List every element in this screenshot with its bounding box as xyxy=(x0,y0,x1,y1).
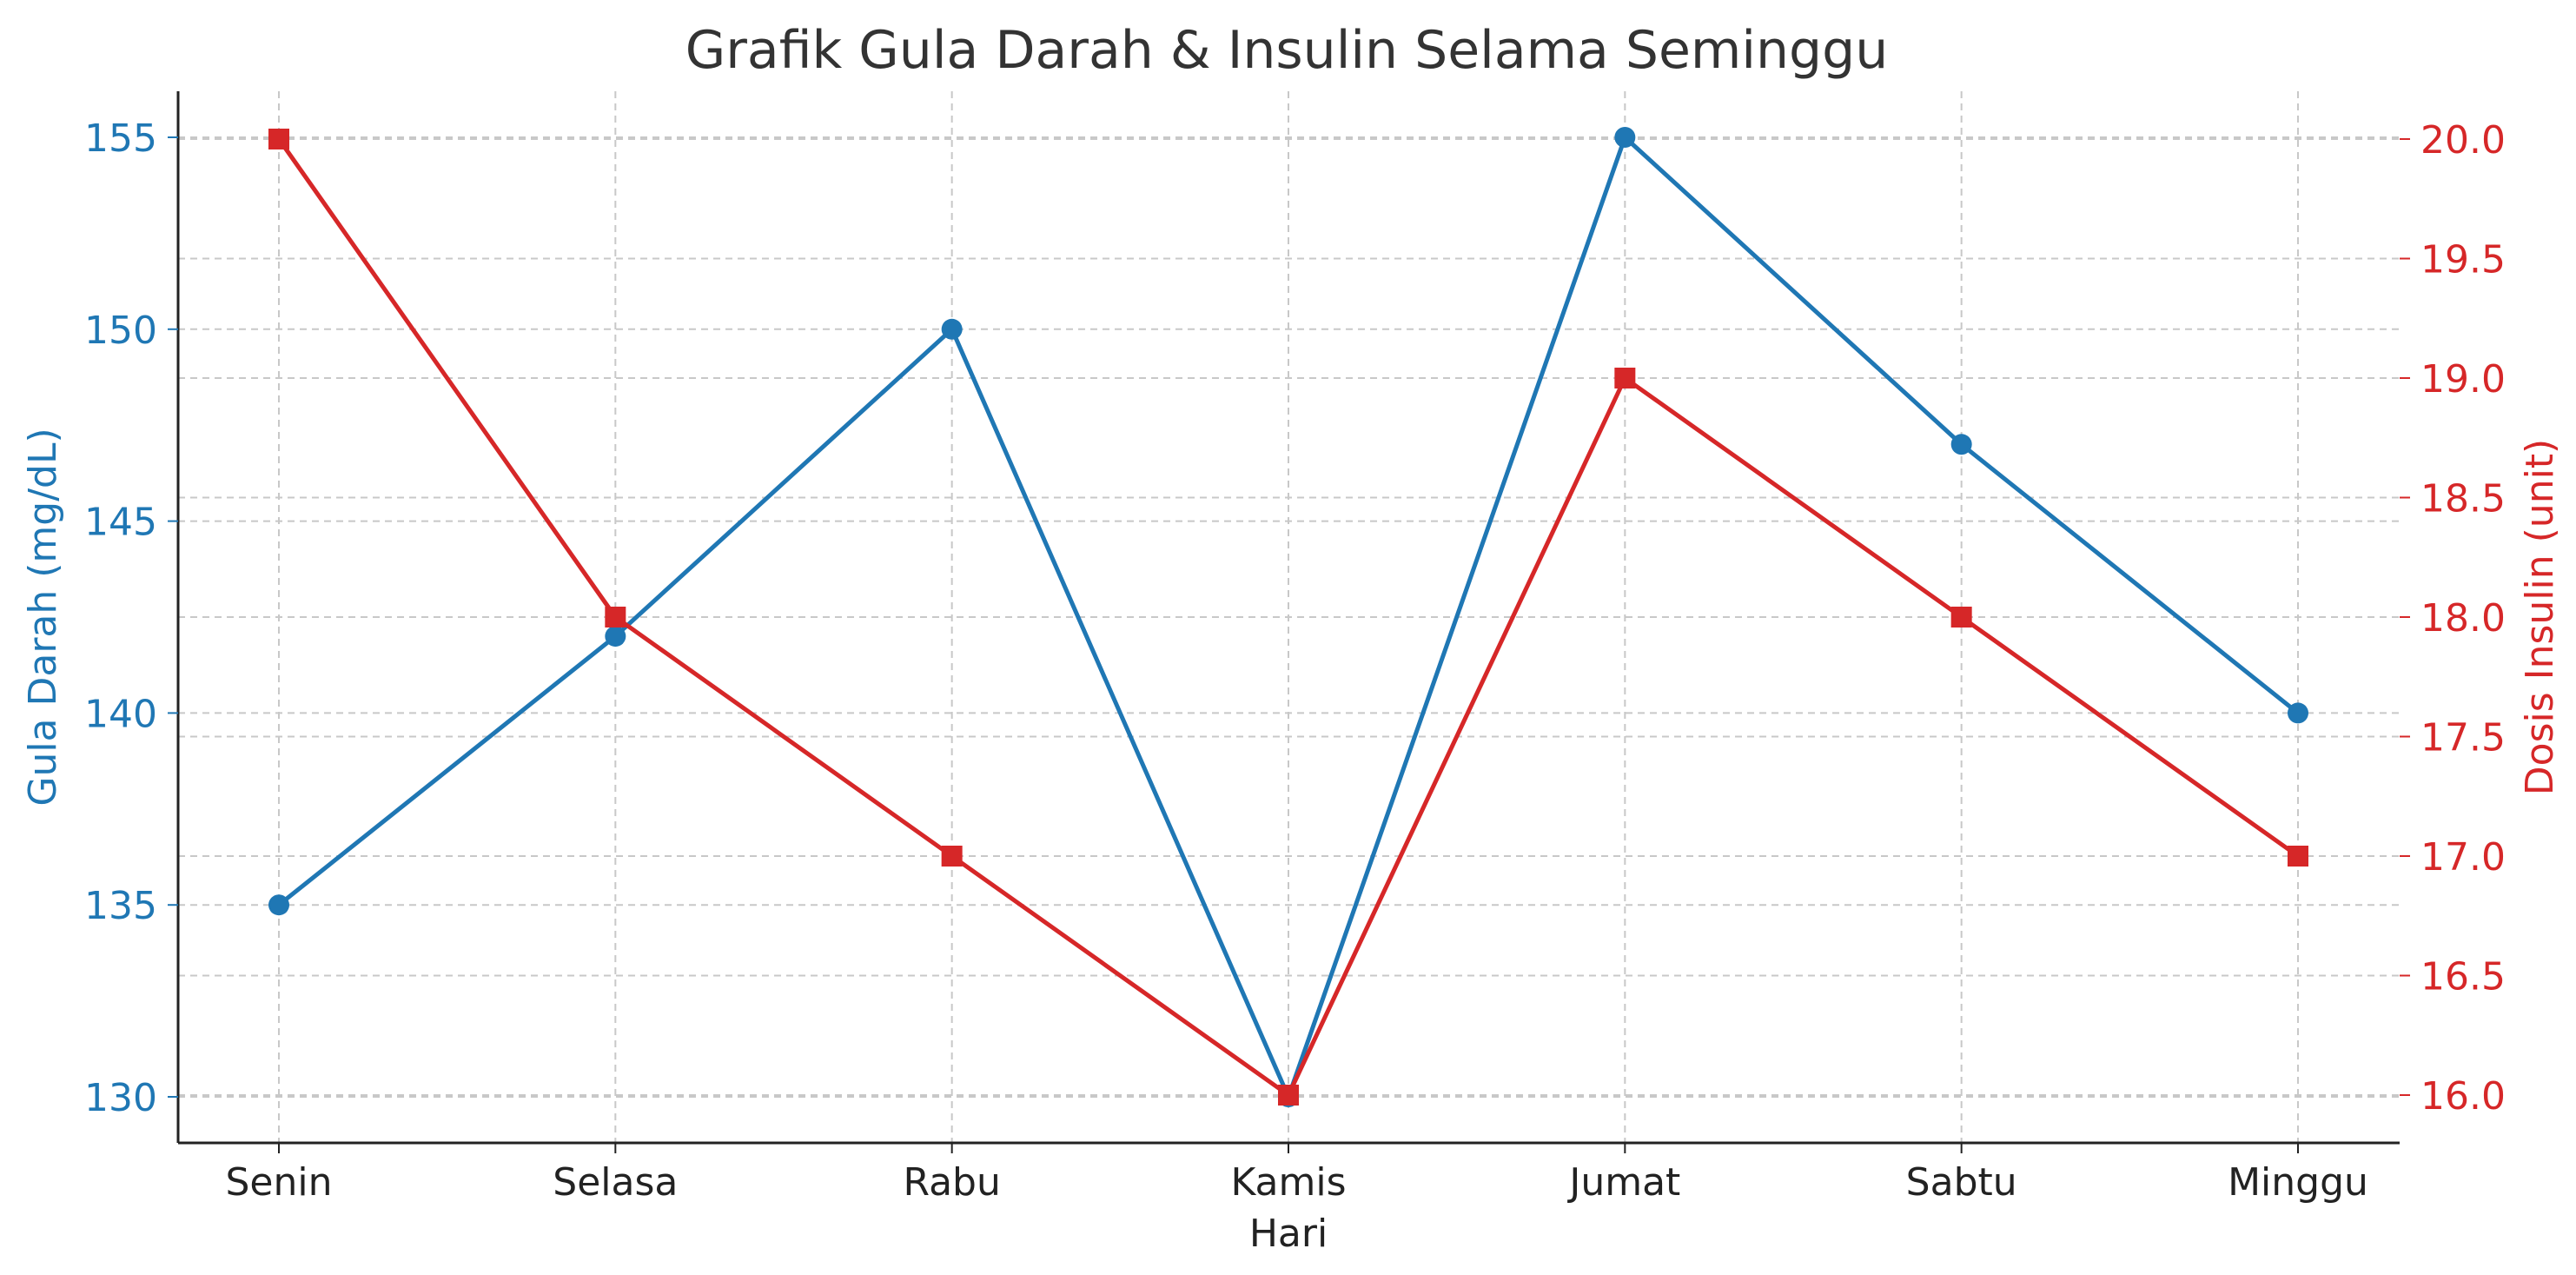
y-axis-right-ticks: 16.0 16.5 17.0 17.5 18.0 18.5 19.0 19.5 20.0 xyxy=(2400,118,2506,1119)
data-point-square xyxy=(605,607,626,628)
y-right-tick-label: 18.0 xyxy=(2420,596,2506,641)
y-right-tick-label: 17.0 xyxy=(2420,835,2506,880)
chart-title: Grafik Gula Darah & Insulin Selama Semin… xyxy=(685,20,1888,81)
x-tick-label: Minggu xyxy=(2228,1160,2368,1205)
y-left-tick-label: 135 xyxy=(84,884,157,928)
data-point-circle xyxy=(268,894,289,916)
y-left-tick-label: 155 xyxy=(84,116,157,161)
y-left-tick-label: 145 xyxy=(84,501,157,545)
data-point-circle xyxy=(605,626,626,647)
y-left-tick-label: 140 xyxy=(84,692,157,736)
data-point-square xyxy=(941,846,963,867)
y-right-tick-label: 19.5 xyxy=(2420,238,2506,282)
x-tick-label: Rabu xyxy=(903,1160,1000,1205)
y-right-tick-label: 18.5 xyxy=(2420,477,2506,521)
data-point-square xyxy=(268,129,289,149)
y-right-tick-label: 20.0 xyxy=(2420,118,2506,163)
y-left-tick-label: 150 xyxy=(84,309,157,353)
data-point-square xyxy=(1950,607,1972,628)
series-layer xyxy=(268,126,2308,1108)
x-axis-label: Hari xyxy=(1249,1212,1328,1256)
y-left-tick-label: 130 xyxy=(84,1076,157,1120)
y-axis-left-ticks: 130 135 140 145 150 155 xyxy=(84,116,178,1120)
y-axis-left-label: Gula Darah (mg/dL) xyxy=(21,428,65,806)
data-point-circle xyxy=(2288,702,2308,724)
y-right-tick-label: 17.5 xyxy=(2420,716,2506,760)
data-point-circle xyxy=(1614,126,1636,148)
y-right-tick-label: 16.0 xyxy=(2420,1074,2506,1119)
grid xyxy=(178,91,2400,1143)
data-point-circle xyxy=(941,318,963,340)
x-tick-label: Kamis xyxy=(1230,1160,1346,1205)
x-tick-label: Jumat xyxy=(1566,1160,1680,1205)
y-right-tick-label: 19.0 xyxy=(2420,357,2506,402)
data-point-square xyxy=(1278,1085,1299,1106)
x-tick-label: Sabtu xyxy=(1906,1160,2017,1205)
x-tick-label: Selasa xyxy=(553,1160,678,1205)
data-point-circle xyxy=(1950,434,1972,455)
y-right-tick-label: 16.5 xyxy=(2420,955,2506,999)
x-axis-ticks: Senin Selasa Rabu Kamis Jumat Sabtu Minggu xyxy=(226,1143,2368,1205)
x-tick-label: Senin xyxy=(226,1160,333,1205)
y-axis-right-label: Dosis Insulin (unit) xyxy=(2518,439,2562,795)
data-point-square xyxy=(2288,846,2308,867)
data-point-square xyxy=(1614,368,1636,388)
